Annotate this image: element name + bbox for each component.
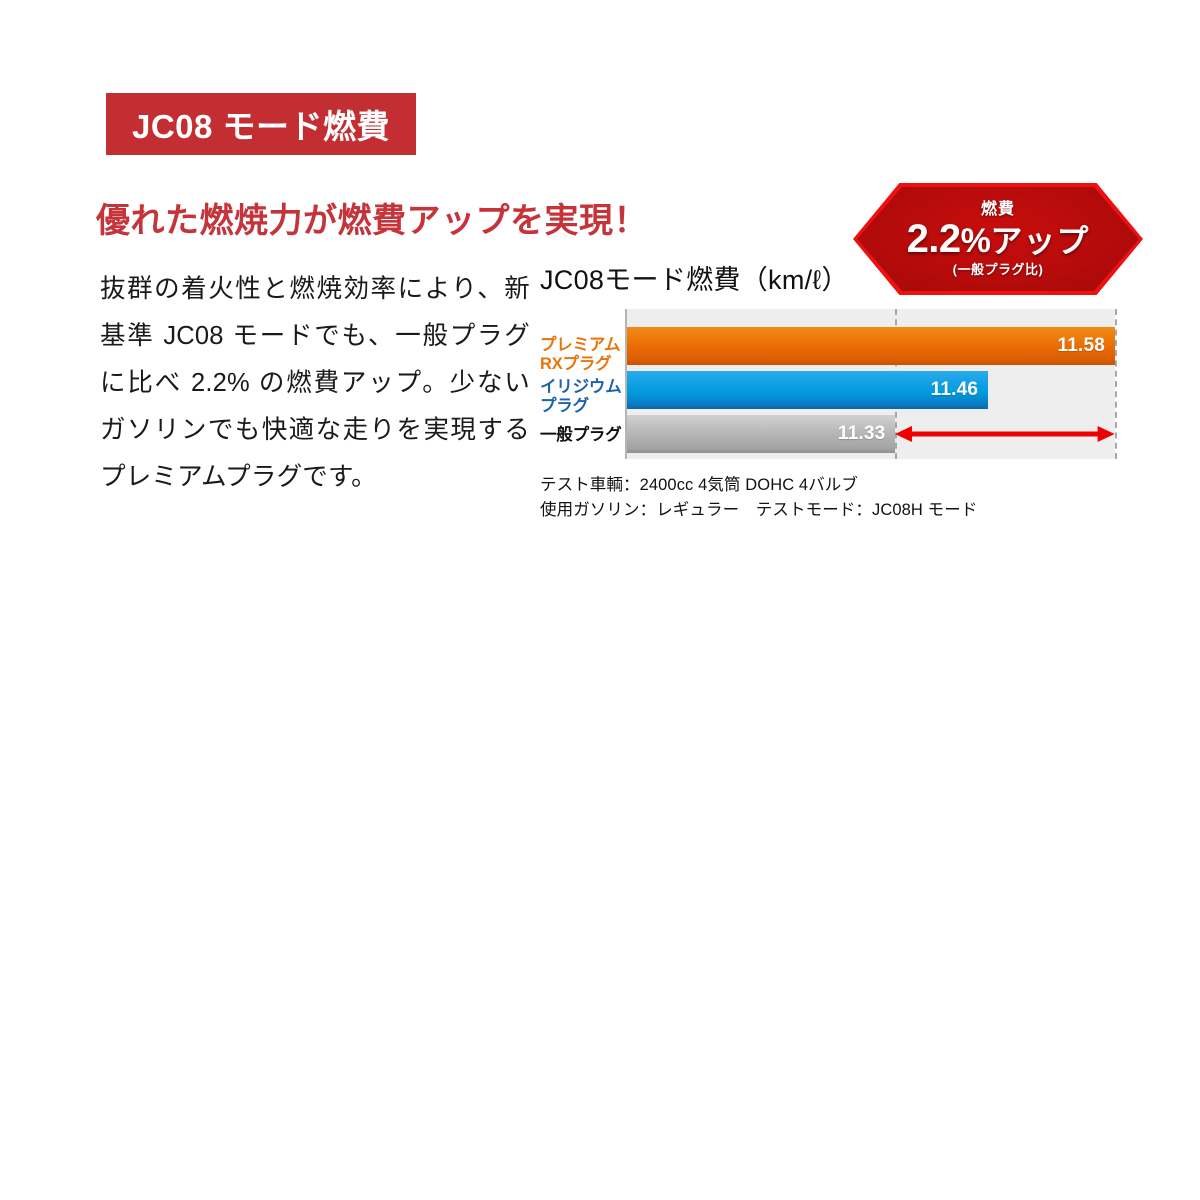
badge-fuel-economy-jc08: 燃費 2.2%アップ (一般プラグ比) bbox=[853, 183, 1143, 295]
chart-jc08: JC08モード燃費（km/ℓ） プレミアム RXプラグ イリジウム プラグ 一般… bbox=[540, 258, 1140, 523]
footnote-line-fuel-mode-jc08: 使用ガソリン：レギュラー テストモード：JC08H モード bbox=[540, 501, 978, 519]
badge-percent-sign-jc08: % bbox=[960, 222, 991, 260]
chart-plot-area-jc08: プレミアム RXプラグ イリジウム プラグ 一般プラグ 11.5 bbox=[540, 309, 1117, 459]
badge-note-jc08: (一般プラグ比) bbox=[952, 262, 1044, 277]
badge-main-value-jc08: 2.2%アップ bbox=[907, 219, 1090, 259]
badge-content-jc08: 燃費 2.2%アップ (一般プラグ比) bbox=[853, 183, 1143, 295]
section-header-band-jc08: JC08 モード燃費 bbox=[106, 93, 417, 155]
badge-hexagon-inner-jc08 bbox=[857, 187, 1139, 291]
badge-top-label-jc08: 燃費 bbox=[980, 201, 1015, 218]
gridline-jc08-2 bbox=[1115, 309, 1117, 459]
bar-value-iridium-jc08: 11.46 bbox=[930, 379, 979, 400]
chart-footnote-jc08: テスト車輌：2400cc 4気筒 DOHC 4バルブ 使用ガソリン：レギュラー … bbox=[540, 473, 1140, 523]
badge-suffix-jc08: アップ bbox=[990, 223, 1090, 259]
badge-number-jc08: 2.2 bbox=[906, 217, 962, 261]
section-idle: アイドル燃費 アイドリング時も消費燃料を抑える！ 信号待ちや渋滞でのアイドリング… bbox=[0, 600, 1200, 1200]
difference-arrow-jc08 bbox=[895, 424, 1115, 444]
chart-category-labels-jc08: プレミアム RXプラグ イリジウム プラグ 一般プラグ bbox=[540, 309, 625, 459]
section-headline-jc08: 優れた燃焼力が燃費アップを実現！ bbox=[96, 202, 648, 240]
section-body-text-jc08: 抜群の着火性と燃焼効率により、新基準 JC08 モードでも、一般プラグに比べ 2… bbox=[100, 275, 530, 491]
category-label-premium-rx: プレミアム RXプラグ bbox=[540, 336, 621, 373]
bar-value-standard-jc08: 11.33 bbox=[837, 423, 886, 444]
bar-value-premium-rx-jc08: 11.58 bbox=[1057, 335, 1105, 356]
footnote-line-test-vehicle-jc08: テスト車輌：2400cc 4気筒 DOHC 4バルブ bbox=[540, 476, 858, 494]
bar-iridium-jc08: 11.46 bbox=[627, 371, 989, 409]
section-jc08: JC08 モード燃費 優れた燃焼力が燃費アップを実現！ 抜群の着火性と燃焼効率に… bbox=[96, 93, 1143, 523]
chart-title-jc08: JC08モード燃費（km/ℓ） bbox=[540, 265, 849, 295]
category-label-standard: 一般プラグ bbox=[540, 426, 622, 444]
chart-panel-jc08: 11.58 11.46 11.33 bbox=[625, 309, 1117, 459]
bar-standard-jc08: 11.33 bbox=[627, 415, 896, 453]
category-label-iridium: イリジウム プラグ bbox=[540, 378, 622, 415]
bar-premium-rx-jc08: 11.58 bbox=[627, 327, 1115, 365]
